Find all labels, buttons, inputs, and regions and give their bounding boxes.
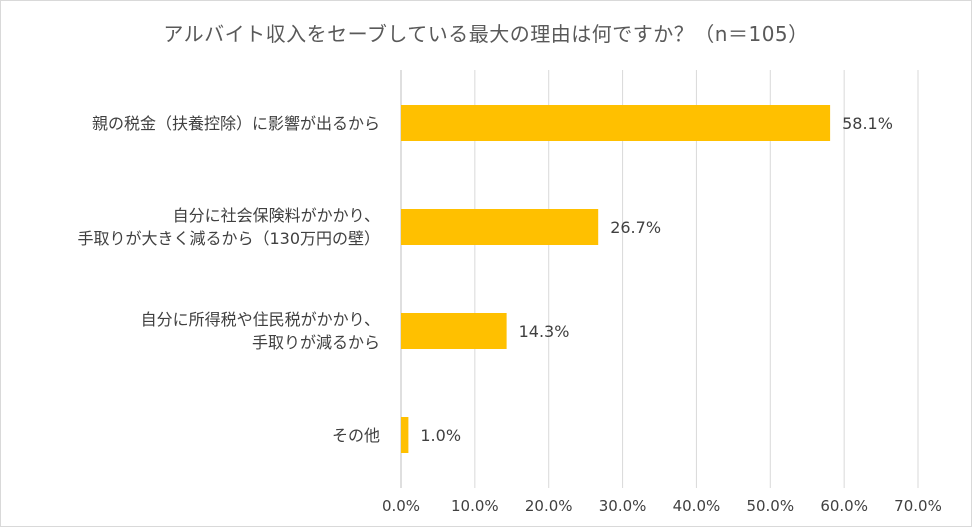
x-tick-label: 70.0%	[894, 497, 942, 515]
data-label: 26.7%	[610, 218, 661, 237]
category-label: 親の税金（扶養控除）に影響が出るから	[91, 113, 380, 133]
category-label: その他	[331, 425, 380, 445]
data-label: 14.3%	[519, 322, 570, 341]
x-tick-label: 60.0%	[820, 497, 868, 515]
x-tick-label: 20.0%	[525, 497, 573, 515]
data-label: 1.0%	[420, 426, 461, 445]
chart-title: アルバイト収入をセーブしている最大の理由は何ですか？（n＝105）	[163, 22, 809, 46]
bar	[401, 313, 507, 349]
category-label: 自分に所得税や住民税がかかり、 手取りが減るから	[140, 310, 380, 352]
x-tick-label: 10.0%	[451, 497, 499, 515]
category-label: 自分に社会保険料がかかり、 手取りが大きく減るから（130万円の壁）	[77, 206, 380, 248]
x-tick-label: 0.0%	[382, 497, 420, 515]
data-label: 58.1%	[842, 114, 893, 133]
bar	[401, 209, 599, 245]
bar	[401, 417, 409, 453]
x-tick-label: 50.0%	[746, 497, 794, 515]
bar	[401, 105, 831, 141]
x-tick-label: 30.0%	[599, 497, 647, 515]
x-tick-label: 40.0%	[673, 497, 721, 515]
